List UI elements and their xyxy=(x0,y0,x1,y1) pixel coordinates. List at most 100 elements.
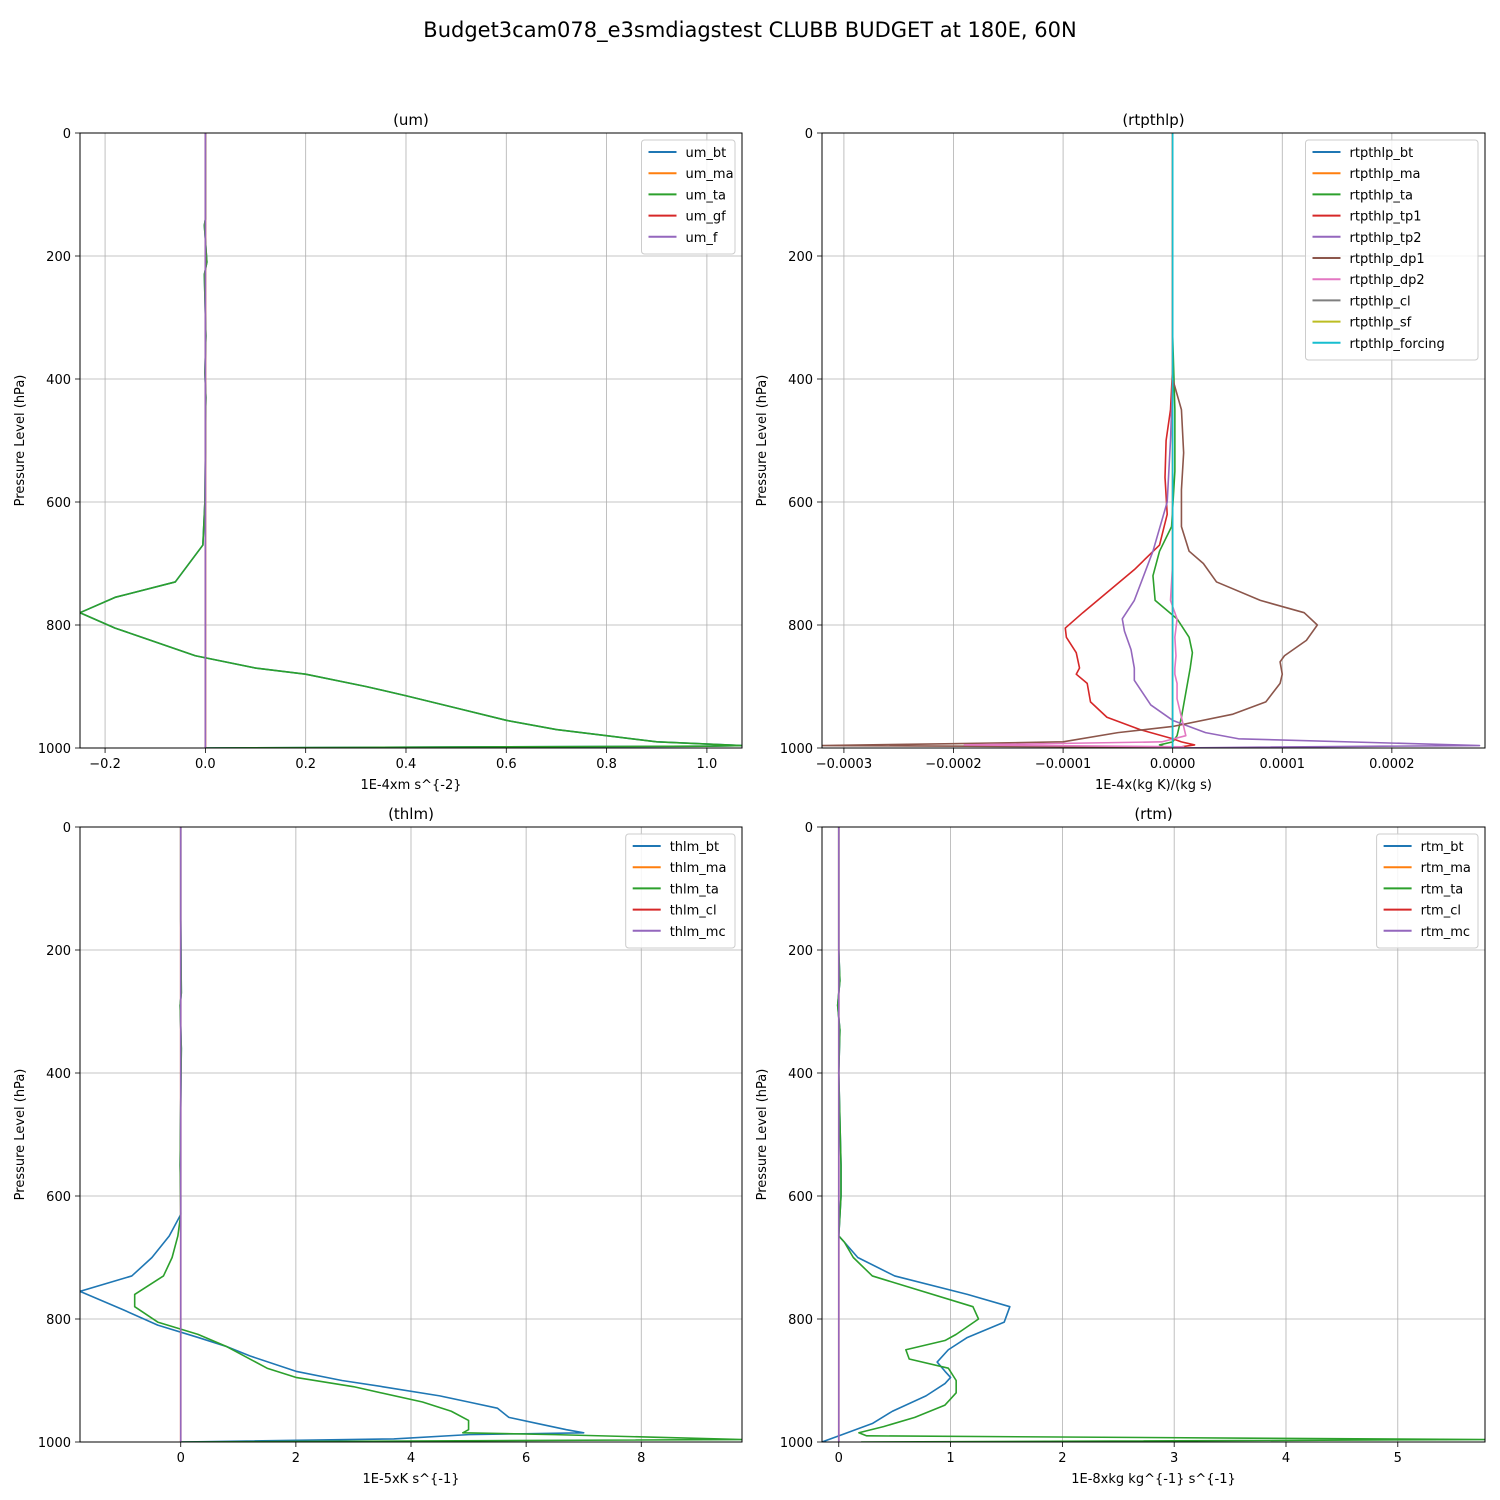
legend-frame xyxy=(1376,833,1479,949)
x-axis-label: 1E-4xm s^{-2} xyxy=(360,778,461,793)
x-tick-label: 4 xyxy=(1282,1451,1290,1466)
y-tick-label: 400 xyxy=(788,1067,813,1082)
y-tick-label: 600 xyxy=(46,1190,71,1205)
y-tick-label: 800 xyxy=(788,1313,813,1328)
legend: thlm_bt thlm_ma thlm_ta thlm_cl thlm_mc xyxy=(625,833,736,949)
legend-label: thlm_cl xyxy=(670,904,717,919)
subplot-title: (rtpthlp) xyxy=(1122,111,1184,129)
y-axis-label: Pressure Level (hPa) xyxy=(755,375,770,507)
legend-label: rtm_ma xyxy=(1421,861,1471,876)
legend-label: rtm_bt xyxy=(1421,840,1464,855)
legend-label: rtpthlp_ta xyxy=(1350,188,1413,203)
y-tick-label: 400 xyxy=(788,373,813,388)
x-tick-label: 0.2 xyxy=(295,757,316,772)
y-tick-label: 400 xyxy=(46,373,71,388)
legend-label: rtm_ta xyxy=(1421,882,1464,897)
legend-label: rtpthlp_forcing xyxy=(1350,337,1445,352)
legend-label: thlm_ta xyxy=(670,882,719,897)
x-axis-label: 1E-4x(kg K)/(kg s) xyxy=(1095,778,1212,793)
legend-label: um_ta xyxy=(686,188,726,203)
series-group xyxy=(822,827,1485,1442)
legend-label: thlm_ma xyxy=(670,861,727,876)
y-tick-label: 200 xyxy=(788,250,813,265)
subplot-title: (thlm) xyxy=(388,805,434,823)
x-tick-label: 4 xyxy=(407,1451,415,1466)
x-tick-label: 0.0000 xyxy=(1150,757,1196,772)
x-tick-label: −0.2 xyxy=(89,757,121,772)
legend-label: rtm_mc xyxy=(1421,925,1470,940)
subplot-2: 0 2 4 6 8 0 200 400 600 800 1000 (thlm) 1E-5xK s^{-1… xyxy=(13,805,743,1487)
legend: rtm_bt rtm_ma rtm_ta rtm_cl rtm_mc xyxy=(1376,833,1479,949)
subplot-title: (um) xyxy=(393,111,429,129)
legend-frame xyxy=(1305,139,1479,361)
legend-label: um_bt xyxy=(686,146,727,161)
x-tick-label: −0.0001 xyxy=(1035,757,1091,772)
legend-label: rtpthlp_dp2 xyxy=(1350,273,1425,288)
legend-label: rtpthlp_bt xyxy=(1350,146,1414,161)
y-tick-label: 0 xyxy=(805,127,813,142)
legend-label: thlm_mc xyxy=(670,925,726,940)
x-tick-label: 1.0 xyxy=(697,757,718,772)
x-tick-label: 0.0002 xyxy=(1369,757,1415,772)
y-tick-label: 400 xyxy=(46,1067,71,1082)
y-tick-label: 1000 xyxy=(38,1436,71,1451)
y-tick-label: 200 xyxy=(788,944,813,959)
y-tick-label: 600 xyxy=(788,496,813,511)
y-tick-label: 600 xyxy=(46,496,71,511)
axes-frame xyxy=(821,132,1486,749)
x-tick-label: 0.0001 xyxy=(1260,757,1306,772)
y-tick-label: 1000 xyxy=(38,742,71,757)
series-group xyxy=(80,133,742,748)
y-tick-label: 0 xyxy=(63,127,71,142)
x-tick-label: 6 xyxy=(522,1451,530,1466)
y-axis-label: Pressure Level (hPa) xyxy=(755,1069,770,1201)
legend-label: rtpthlp_cl xyxy=(1350,294,1411,309)
y-tick-label: 800 xyxy=(46,619,71,634)
series-group xyxy=(822,133,1481,748)
x-axis-label: 1E-5xK s^{-1} xyxy=(363,1472,460,1487)
y-axis-label: Pressure Level (hPa) xyxy=(13,1069,28,1201)
legend-label: rtpthlp_tp2 xyxy=(1350,231,1422,246)
series-group xyxy=(80,827,742,1442)
axes-frame xyxy=(79,826,743,1443)
y-tick-label: 800 xyxy=(46,1313,71,1328)
x-tick-label: 0 xyxy=(835,1451,843,1466)
y-tick-label: 1000 xyxy=(780,742,813,757)
y-tick-label: 200 xyxy=(46,944,71,959)
series-line-rtpthlp_tp1 xyxy=(1064,133,1196,748)
x-tick-label: −0.0003 xyxy=(816,757,872,772)
legend-frame xyxy=(641,139,736,255)
y-tick-label: 0 xyxy=(63,821,71,836)
x-axis-label: 1E-8xkg kg^{-1} s^{-1} xyxy=(1071,1472,1236,1487)
x-tick-label: 5 xyxy=(1394,1451,1402,1466)
y-tick-label: 200 xyxy=(46,250,71,265)
subplot-1: −0.0003 −0.0002 −0.0001 0.0000 0.0001 0.0002 0… xyxy=(755,111,1486,793)
x-tick-label: 0 xyxy=(177,1451,185,1466)
axes-frame xyxy=(79,132,743,749)
axes-frame xyxy=(821,826,1486,1443)
x-tick-label: −0.0002 xyxy=(925,757,981,772)
y-tick-label: 0 xyxy=(805,821,813,836)
y-tick-label: 800 xyxy=(788,619,813,634)
y-tick-label: 600 xyxy=(788,1190,813,1205)
x-tick-label: 0.0 xyxy=(195,757,216,772)
legend-label: rtpthlp_tp1 xyxy=(1350,210,1422,225)
figure-title: Budget3cam078_e3smdiagstest CLUBB BUDGET… xyxy=(423,18,1076,43)
subplot-3: 0 1 2 3 4 5 0 200 400 600 800 1000 (rtm) 1E-8xkg kg^{… xyxy=(755,805,1486,1487)
legend: um_bt um_ma um_ta um_gf um_f xyxy=(641,139,736,255)
legend-label: rtpthlp_dp1 xyxy=(1350,252,1425,267)
y-tick-label: 1000 xyxy=(780,1436,813,1451)
x-tick-label: 3 xyxy=(1170,1451,1178,1466)
series-line-rtpthlp_tp2 xyxy=(1121,133,1481,748)
subplot-0: −0.2 0.0 0.2 0.4 0.6 0.8 1.0 0 200 400 600 800 1000 (… xyxy=(13,111,743,793)
x-tick-label: 0.4 xyxy=(396,757,417,772)
legend-label: rtpthlp_sf xyxy=(1350,316,1412,331)
y-axis-label: Pressure Level (hPa) xyxy=(13,375,28,507)
legend-frame xyxy=(625,833,736,949)
series-line-rtpthlp_dp1 xyxy=(822,133,1319,748)
x-tick-label: 1 xyxy=(946,1451,954,1466)
legend: rtpthlp_bt rtpthlp_ma rtpthlp_ta rtpthlp_tp… xyxy=(1305,139,1479,361)
x-tick-label: 2 xyxy=(1058,1451,1066,1466)
legend-label: um_gf xyxy=(686,210,727,225)
